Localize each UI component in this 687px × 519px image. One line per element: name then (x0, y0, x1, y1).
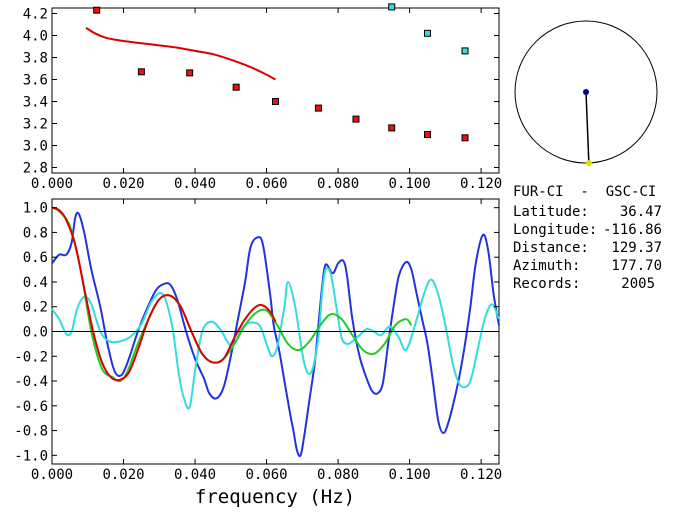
bottom-y-tick-label: -0.4 (14, 374, 48, 390)
azimuth-label: Azimuth: (513, 258, 580, 274)
top-plot-series (85, 3, 469, 142)
top-x-tick-label: 0.040 (174, 176, 216, 192)
dispersion-plot: 0.000 0.020 0.040 0.060 0.080 0.100 0.120 2.8 3.… (23, 3, 502, 193)
top-point (423, 29, 431, 37)
bottom-x-tick-label: 0.000 (31, 467, 73, 483)
records-label: Records: (513, 276, 580, 292)
bottom-x-tick-label: 0.060 (245, 467, 287, 483)
bottom-x-tick-label: 0.040 (174, 467, 216, 483)
top-point (423, 131, 431, 138)
top-y-tick-label: 3.0 (23, 139, 48, 155)
top-point (461, 134, 469, 142)
latitude-label: Latitude: (513, 204, 589, 220)
bottom-y-tick-label: 0.6 (23, 250, 48, 266)
azimuth-line (585, 91, 590, 163)
azimuth-plot (514, 20, 658, 166)
bottom-x-tick-label: 0.020 (102, 467, 144, 483)
top-x-tick-label: 0.060 (245, 176, 287, 192)
top-point (388, 124, 396, 132)
top-point (352, 115, 360, 123)
records-value: 2005 (621, 276, 655, 292)
top-x-tick-label: 0.080 (317, 176, 359, 192)
station-dot (583, 89, 589, 95)
top-y-tick-label: 3.8 (23, 51, 48, 67)
top-point (461, 47, 469, 55)
top-y-tick-label: 2.8 (23, 161, 48, 177)
bottom-y-tick-label: 1.0 (23, 201, 48, 217)
latitude-value: 36.47 (620, 204, 662, 220)
top-x-tick-label: 0.100 (389, 176, 431, 192)
top-y-tick-label: 3.4 (23, 95, 48, 111)
top-x-tick-label: 0.120 (460, 176, 502, 192)
bottom-y-tick-label: 0.8 (23, 225, 48, 241)
longitude-value: -116.86 (603, 222, 662, 238)
bottom-y-tick-label: -0.2 (14, 349, 48, 365)
bottom-series-line-1 (51, 267, 500, 410)
top-point (186, 69, 194, 77)
top-x-tick-label: 0.000 (31, 176, 73, 192)
azimuth-tip-dot (585, 159, 592, 166)
bottom-series-line-2 (51, 206, 413, 383)
top-point (272, 98, 279, 105)
bottom-y-tick-label: 0.2 (23, 300, 48, 316)
top-point (314, 104, 322, 112)
bottom-series-line-3 (51, 206, 277, 382)
bottom-series-line-0 (51, 211, 500, 458)
top-point (388, 3, 396, 11)
distance-label: Distance: (513, 240, 589, 256)
bottom-x-tick-label: 0.120 (460, 467, 502, 483)
x-axis-title: frequency (Hz) (195, 486, 355, 508)
station-info: FUR-CI - GSC-CI Latitude: 36.47 Longitud… (513, 184, 662, 292)
longitude-label: Longitude: (513, 222, 597, 238)
bottom-y-tick-label: -0.6 (14, 399, 48, 415)
distance-value: 129.37 (611, 240, 662, 256)
top-series-line-2 (85, 26, 276, 81)
bottom-plot-series (51, 206, 500, 458)
bottom-y-tick-label: 0.0 (23, 325, 48, 341)
top-point (93, 6, 101, 14)
bottom-x-tick-label: 0.080 (317, 467, 359, 483)
bottom-plot-axes: 0.000 0.020 0.040 0.060 0.080 0.100 0.120 1.0 0.… (14, 199, 502, 483)
top-point (232, 83, 240, 91)
bottom-y-tick-label: -1.0 (14, 448, 48, 464)
station-pair: FUR-CI - GSC-CI (513, 184, 656, 200)
top-y-tick-label: 3.6 (23, 73, 48, 89)
azimuth-value: 177.70 (611, 258, 662, 274)
top-y-tick-label: 4.2 (23, 7, 48, 23)
bottom-y-tick-label: -0.8 (14, 424, 48, 440)
bottom-y-tick-label: 0.4 (23, 275, 48, 291)
top-x-tick-label: 0.020 (102, 176, 144, 192)
top-y-tick-label: 4.0 (23, 29, 48, 45)
top-y-tick-label: 3.2 (23, 117, 48, 133)
top-point (137, 68, 145, 76)
top-plot-frame (51, 7, 500, 174)
bottom-x-tick-label: 0.100 (389, 467, 431, 483)
coherence-plot: 0.000 0.020 0.040 0.060 0.080 0.100 0.120 1.0 0.… (14, 198, 502, 508)
top-plot-axes: 0.000 0.020 0.040 0.060 0.080 0.100 0.120 2.8 3.… (23, 7, 502, 193)
